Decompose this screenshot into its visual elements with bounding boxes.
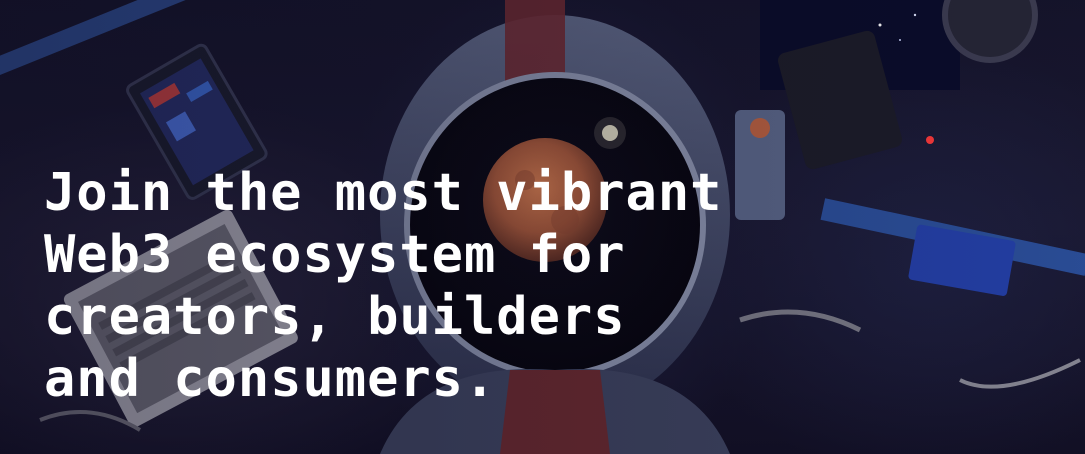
laptop [63, 209, 298, 428]
control-box [735, 110, 785, 220]
hero-headline: Join the most vibrant Web3 ecosystem for… [44, 162, 864, 410]
headline-line-4: and consumers. [44, 349, 497, 409]
pipe-left [0, 0, 195, 79]
headline-line-2: Web3 ecosystem for [44, 225, 626, 285]
headline-line-1: Join the most vibrant [44, 163, 723, 223]
headline-line-3: creators, builders [44, 287, 626, 347]
tablet [126, 43, 268, 200]
device-box [908, 224, 1016, 296]
red-light [926, 136, 934, 144]
star-glow [602, 125, 618, 141]
planet-reflection [483, 138, 607, 262]
